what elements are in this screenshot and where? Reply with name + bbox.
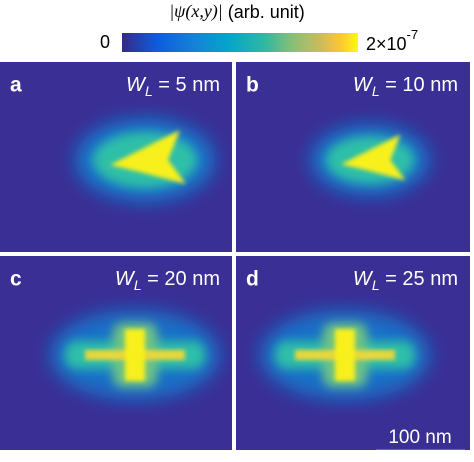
panel-label: WL = 20 nm [115, 268, 220, 292]
colorbar-max: 2×10-7 [366, 27, 418, 53]
field-peak [335, 329, 355, 381]
panel: d WL = 25 nm [236, 256, 470, 450]
colorbar-title: |ψ(x,y)| (arb. unit) [169, 1, 305, 22]
label-subscript: L [372, 83, 380, 99]
field-peak [125, 329, 145, 381]
field-map [75, 118, 215, 202]
colorbar-unit: (arb. unit) [228, 2, 305, 22]
field-map [260, 310, 430, 400]
panel: c WL = 20 nm [0, 256, 232, 450]
label-symbol: W [115, 268, 136, 290]
panel-label: WL = 10 nm [353, 74, 458, 98]
panel: b WL = 10 nm [236, 62, 470, 252]
label-symbol: W [126, 74, 147, 96]
label-symbol: W [353, 74, 374, 96]
colorbar [122, 33, 358, 52]
panel-letter: d [246, 268, 259, 291]
field-peak [110, 130, 186, 184]
label-value: = 5 nm [153, 74, 220, 96]
colorbar-symbol: |ψ(x,y)| [169, 1, 223, 22]
colorbar-max-base: 2×10 [366, 34, 407, 54]
panel-letter: c [10, 268, 22, 291]
label-value: = 10 nm [380, 74, 458, 96]
colorbar-max-exponent: -7 [407, 27, 419, 42]
field-map [50, 310, 220, 400]
label-value: = 20 nm [142, 268, 220, 290]
panel: a WL = 5 nm [0, 62, 232, 252]
colorbar-min: 0 [100, 32, 110, 52]
panel-label: WL = 5 nm [126, 74, 220, 98]
label-subscript: L [372, 277, 380, 293]
panel-letter: a [10, 74, 22, 97]
panel-letter: b [246, 74, 259, 97]
label-subscript: L [145, 83, 153, 99]
field-map [310, 124, 430, 196]
scale-bar-label: 100 nm [388, 427, 451, 448]
field-peak [341, 134, 406, 181]
label-value: = 25 nm [380, 268, 458, 290]
label-subscript: L [134, 277, 142, 293]
label-symbol: W [353, 268, 374, 290]
panel-label: WL = 25 nm [353, 268, 458, 292]
